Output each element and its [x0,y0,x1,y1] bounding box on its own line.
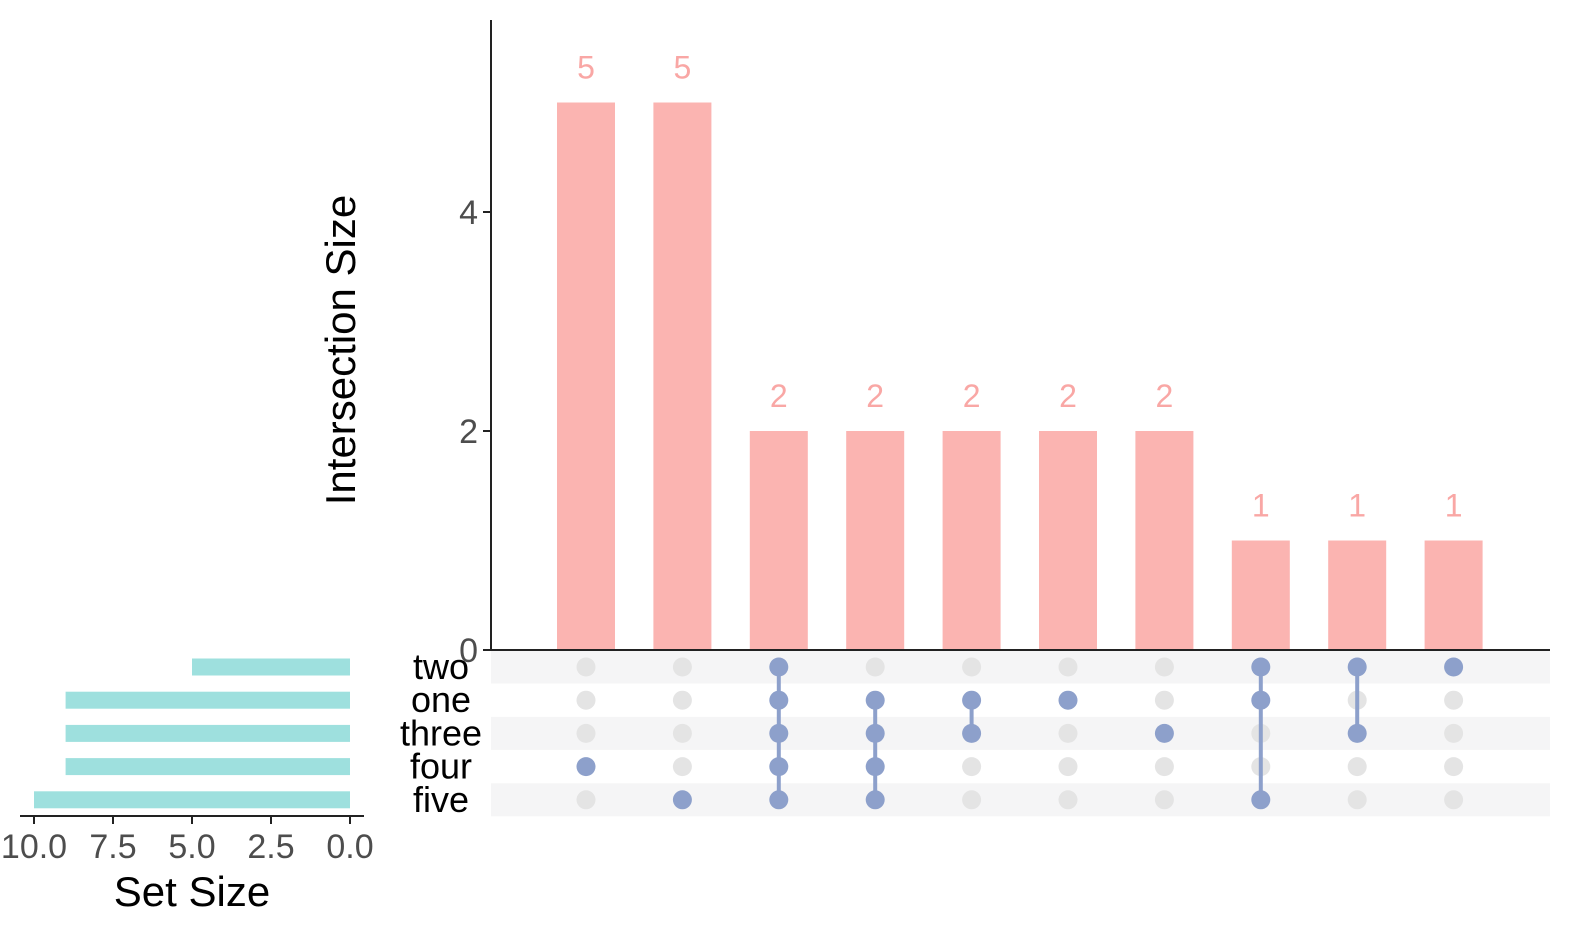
matrix-stripe [491,783,1550,817]
intersection-bar [1039,431,1097,650]
set-size-tick-label: 7.5 [89,828,136,866]
intersection-bar [653,102,712,650]
bar-value-label: 1 [1348,488,1366,524]
intersection-bar [1424,540,1483,650]
intersection-bar [1328,540,1387,650]
matrix-dot-inactive [672,723,692,743]
matrix-dot-active [1058,690,1078,710]
matrix-dot-inactive [576,790,596,810]
matrix-dot-active [865,790,885,810]
matrix-dot-active [962,723,982,743]
matrix-dot-inactive [1058,723,1078,743]
matrix-dot-inactive [576,690,596,710]
matrix-dot-inactive [1347,757,1367,777]
membership-matrix [576,657,1464,810]
matrix-dot-inactive [1444,690,1464,710]
bar-value-label: 5 [674,50,692,86]
y-tick-label: 4 [459,194,478,232]
matrix-dot-active [769,690,789,710]
matrix-dot-inactive [672,657,692,677]
matrix-dot-inactive [1444,757,1464,777]
matrix-dot-active [769,790,789,810]
set-label: four [410,746,472,787]
intersection-bar [1135,431,1194,650]
matrix-dot-active [576,757,596,777]
matrix-dot-inactive [576,723,596,743]
matrix-row-stripes [491,650,1550,817]
y-tick-label: 2 [459,413,478,451]
intersection-bar [1231,540,1290,650]
matrix-dot-active [769,757,789,777]
intersection-bar [557,102,615,650]
matrix-dot-active [672,790,692,810]
matrix-dot-inactive [1154,790,1174,810]
matrix-dot-active [1154,723,1174,743]
intersection-y-axis: 0 2 4 [459,20,1550,670]
matrix-dot-inactive [576,657,596,677]
matrix-dot-inactive [1058,790,1078,810]
matrix-dot-active [769,723,789,743]
matrix-dot-inactive [1444,790,1464,810]
set-size-x-axis: 10.0 7.5 5.0 2.5 0.0 [1,815,374,866]
matrix-dot-inactive [1058,757,1078,777]
x-axis-title: Set Size [114,868,270,915]
matrix-dot-inactive [1347,790,1367,810]
bar-value-label: 1 [1252,488,1270,524]
matrix-dot-active [1251,657,1271,677]
matrix-stripe [491,650,1550,684]
set-size-tick-label: 10.0 [1,828,67,866]
matrix-dot-inactive [1058,657,1078,677]
set-size-bar [192,658,350,676]
matrix-dot-active [1444,657,1464,677]
set-size-bar [65,691,350,709]
bar-value-label: 5 [577,50,595,86]
intersection-bars: 5 5 2 2 2 2 2 1 1 1 [557,50,1483,650]
set-size-tick-label: 5.0 [168,828,215,866]
bar-value-label: 2 [770,378,788,414]
matrix-dot-active [865,690,885,710]
set-size-tick-label: 2.5 [247,828,294,866]
matrix-dot-inactive [865,657,885,677]
matrix-dot-active [865,723,885,743]
matrix-dot-active [1347,723,1367,743]
matrix-dot-active [1251,690,1271,710]
set-size-bar [34,791,350,809]
matrix-dot-inactive [962,657,982,677]
intersection-bar [942,431,1001,650]
bar-value-label: 2 [1059,378,1077,414]
set-label: three [400,712,482,753]
matrix-dot-inactive [1154,757,1174,777]
matrix-dot-inactive [962,790,982,810]
set-size-bar [65,724,350,742]
matrix-dot-inactive [1154,690,1174,710]
set-label: two [413,646,469,687]
matrix-dot-active [1347,657,1367,677]
matrix-dot-active [1251,790,1271,810]
matrix-dot-inactive [962,757,982,777]
matrix-dot-inactive [672,757,692,777]
y-tick-label: 0 [459,632,478,670]
matrix-dot-active [769,657,789,677]
set-size-tick-label: 0.0 [326,828,373,866]
intersection-bar [749,431,808,650]
bar-value-label: 2 [963,378,981,414]
matrix-dot-inactive [1154,657,1174,677]
matrix-dot-inactive [672,690,692,710]
bar-value-label: 2 [866,378,884,414]
bar-value-label: 1 [1445,488,1463,524]
y-axis-title: Intersection Size [317,195,364,506]
set-label: one [411,679,471,720]
matrix-dot-inactive [1444,723,1464,743]
matrix-dot-active [865,757,885,777]
matrix-dot-active [962,690,982,710]
matrix-stripe [491,716,1550,750]
set-size-bars [34,658,350,809]
bar-value-label: 2 [1156,378,1174,414]
intersection-bar [846,431,905,650]
set-label: five [413,779,469,820]
set-size-bar [65,758,350,776]
